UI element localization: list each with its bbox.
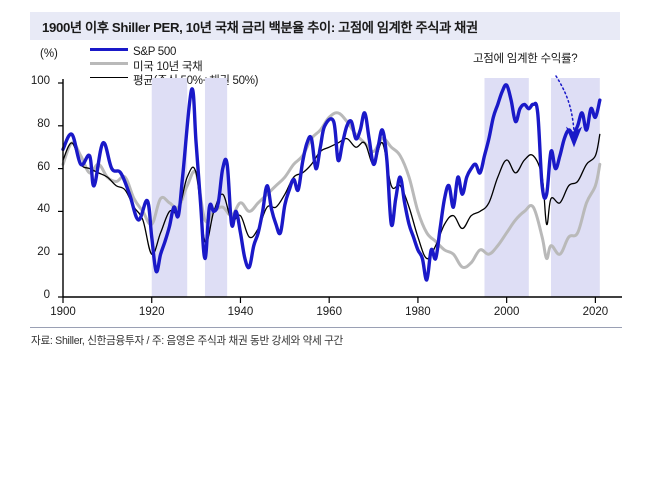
series-line-ust10y [61,111,602,269]
legend-label-sp500: S&P 500 [133,45,177,58]
x-axis-label: 2020 [582,306,609,318]
shaded-band-3 [484,78,529,297]
x-axis-label: 1980 [405,306,431,318]
legend-swatch-sp500-icon [90,48,128,52]
y-axis-label: 60 [37,160,50,173]
legend-item-sp500: S&P 500 [90,43,258,58]
annotation-arrow-curve [555,75,575,132]
chart-title-bar: 1900년 이후 Shiller PER, 10년 국채 금리 백분율 추이: … [30,12,620,40]
y-axis-label: 20 [37,246,50,259]
x-axis-label: 1940 [227,306,254,318]
x-axis-label: 1960 [316,306,342,318]
legend-label-ust10y: 미국 10년 국채 [133,60,203,73]
legend-swatch-ust10y-icon [90,62,128,66]
annotation-arrow-head-icon [565,126,583,148]
x-axis-label: 1900 [50,306,76,318]
chart-annotation-text: 고점에 임계한 수익률? [473,53,578,65]
y-axis-unit-label: (%) [40,48,58,60]
legend-swatch-average-icon [90,77,128,79]
series-line-sp500 [61,83,602,282]
chart-title: 1900년 이후 Shiller PER, 10년 국채 금리 백분율 추이: … [42,20,478,35]
y-axis-label: 80 [37,117,50,130]
legend-item-ust10y: 미국 10년 국채 [90,57,258,73]
x-axis-label: 2000 [493,306,520,318]
shaded-band-2 [204,78,228,297]
y-axis-label: 40 [37,203,50,216]
shaded-band-4 [551,78,600,297]
x-axis-label: 1920 [138,306,165,318]
footer-source-note: 자료: Shiller, 신한금융투자 / 주: 음영은 주식과 채권 동반 강… [31,335,344,347]
y-axis-label: 100 [30,75,50,87]
footer-divider [30,327,622,328]
y-axis-label: 0 [43,289,50,301]
